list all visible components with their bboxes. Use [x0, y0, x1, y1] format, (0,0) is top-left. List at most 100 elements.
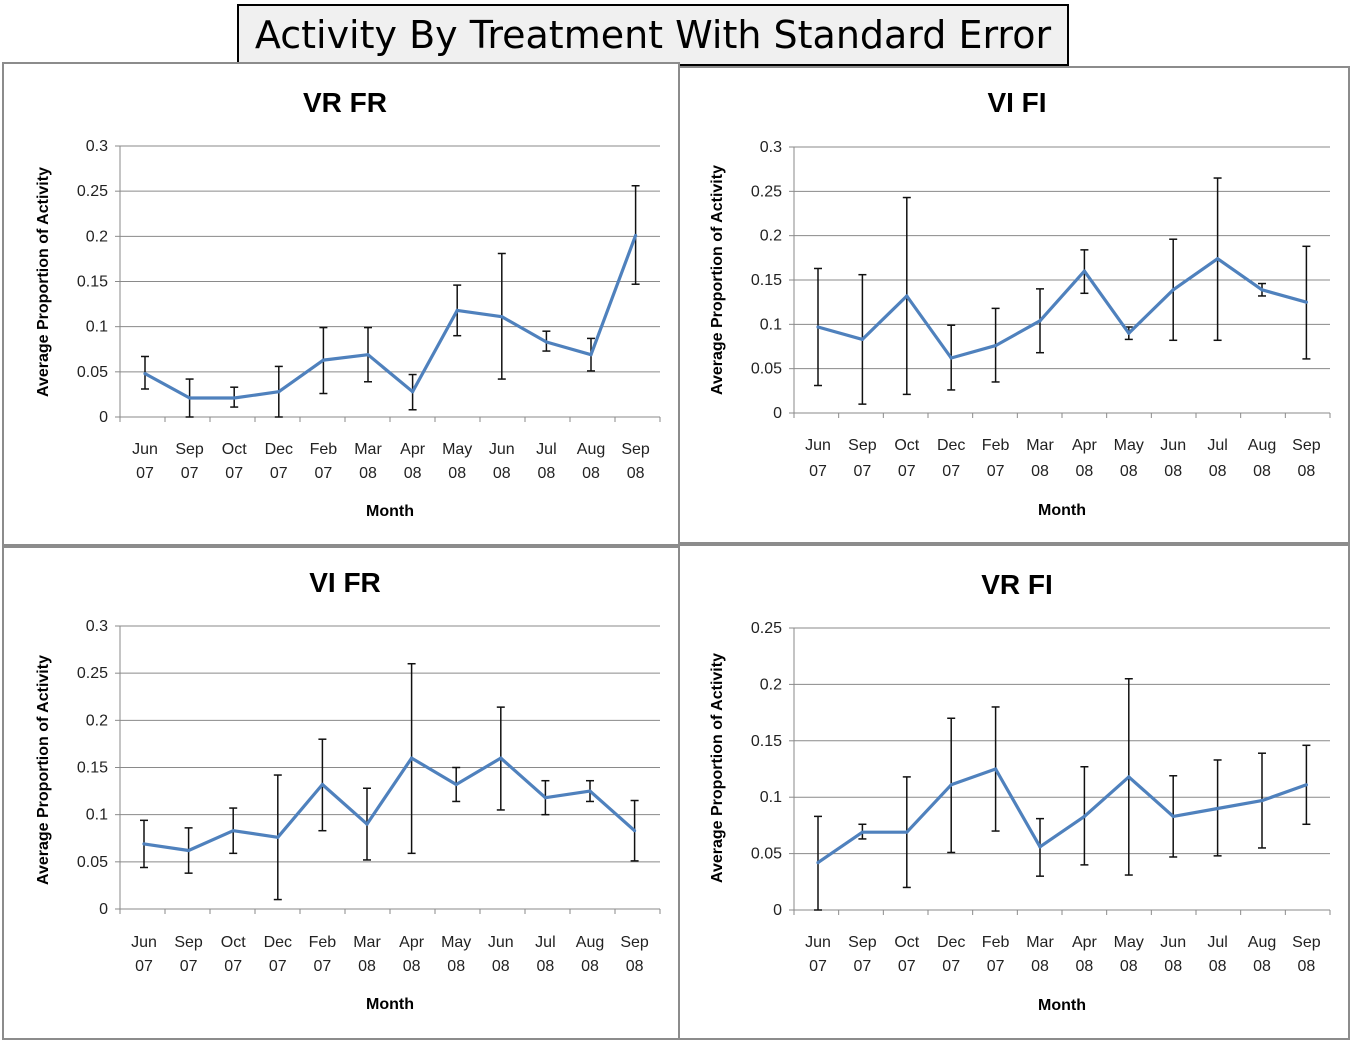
data-point	[499, 756, 503, 760]
data-point	[1260, 798, 1264, 803]
x-tick-label-month: Sep	[1292, 437, 1321, 454]
chart-panel-vr-fi: VR FI 0 0.05 0.1 0.15 0.2 0.25 Jun 07 Sep 07 Oct 07 D…	[678, 544, 1350, 1040]
data-point	[1304, 783, 1308, 787]
x-tick-label-year: 07	[315, 465, 333, 482]
chart-vi-fi: VI FI 0 0.05 0.1 0.15 0.2 0.25 0.3 Jun 07 Sep 07 Oct…	[709, 87, 1331, 519]
x-tick-label-year: 08	[359, 465, 377, 482]
x-tick-label-year: 07	[898, 958, 916, 975]
x-tick-label-year: 08	[1120, 958, 1138, 975]
data-point	[1082, 814, 1086, 818]
x-tick-label-month: Apr	[400, 441, 426, 458]
x-tick-label-month: Feb	[982, 934, 1010, 951]
x-tick-label-year: 07	[224, 958, 242, 975]
data-point	[905, 830, 909, 834]
chart-vr-fr: VR FR 0 0.05 0.1 0.15 0.2 0.25 0.3 Jun 07 Sep 07 Oct…	[35, 87, 661, 520]
data-point	[543, 796, 548, 800]
chart-title: VI FR	[309, 567, 381, 598]
x-tick-label-month: Feb	[310, 441, 338, 458]
data-point	[231, 829, 235, 833]
x-tick-label-month: Jun	[1160, 934, 1186, 951]
data-point	[949, 783, 953, 787]
data-point	[544, 340, 549, 344]
x-tick-label-year: 07	[225, 465, 243, 482]
data-point	[1171, 288, 1175, 292]
y-tick-label: 0.25	[77, 665, 108, 682]
x-tick-label-month: Dec	[265, 441, 293, 458]
y-tick-label: 0	[99, 901, 108, 918]
data-point	[860, 337, 864, 342]
x-tick-label-month: Oct	[221, 934, 246, 951]
y-tick-label: 0.15	[77, 760, 108, 777]
y-tick-label: 0.05	[77, 854, 108, 871]
x-tick-label-month: Apr	[1072, 934, 1098, 951]
series-line	[817, 257, 1307, 360]
y-tick-label: 0.05	[751, 361, 782, 378]
data-point	[633, 829, 637, 833]
x-tick-label-month: Sep	[848, 437, 877, 454]
x-tick-label-month: Aug	[1248, 934, 1276, 951]
y-tick-label: 0.2	[760, 676, 782, 693]
x-tick-label-year: 08	[1120, 463, 1138, 480]
y-tick-label: 0.1	[760, 789, 782, 806]
x-tick-label-year: 08	[492, 958, 510, 975]
x-tick-label-month: Feb	[309, 934, 337, 951]
data-point	[321, 358, 325, 362]
x-tick-label-month: Feb	[982, 437, 1010, 454]
x-tick-label-month: Mar	[1026, 437, 1054, 454]
x-tick-label-year: 08	[1253, 463, 1271, 480]
data-point	[366, 353, 370, 357]
y-tick-label: 0.2	[86, 228, 108, 245]
chart-panel-vr-fr: VR FR 0 0.05 0.1 0.15 0.2 0.25 0.3 Jun 07 Sep 07 Oct…	[2, 62, 680, 546]
x-axis-label: Month	[366, 503, 414, 520]
chart-title: VI FI	[987, 87, 1046, 118]
data-point	[411, 390, 415, 394]
y-axis-label: Average Proportion of Activity	[35, 167, 52, 397]
x-tick-label-month: Oct	[222, 441, 247, 458]
x-tick-label-month: Mar	[353, 934, 381, 951]
data-point	[1038, 319, 1042, 323]
x-tick-label-month: Jul	[535, 934, 555, 951]
data-point	[1216, 257, 1220, 261]
data-point	[232, 396, 236, 400]
x-tick-label-year: 07	[809, 958, 827, 975]
x-tick-label-year: 07	[314, 958, 332, 975]
x-tick-label-month: Sep	[848, 934, 877, 951]
x-tick-label-month: Mar	[1026, 934, 1054, 951]
data-point	[277, 390, 281, 394]
y-tick-label: 0.25	[77, 183, 108, 200]
x-tick-label-year: 08	[1298, 958, 1316, 975]
data-point	[320, 782, 324, 787]
y-tick-label: 0.25	[751, 183, 782, 200]
x-tick-label-year: 07	[854, 958, 872, 975]
chart-panel-vi-fi: VI FI 0 0.05 0.1 0.15 0.2 0.25 0.3 Jun 07 Sep 07 Oct…	[678, 66, 1350, 544]
x-tick-label-month: Aug	[577, 441, 605, 458]
y-tick-label: 0	[773, 405, 782, 422]
data-point	[1304, 300, 1308, 304]
data-point	[455, 308, 459, 313]
data-point	[634, 233, 638, 238]
y-tick-label: 0.3	[86, 138, 108, 155]
x-tick-label-month: May	[442, 441, 472, 458]
x-tick-label-month: Dec	[937, 934, 965, 951]
data-point	[994, 344, 998, 348]
x-tick-label-month: Jun	[805, 934, 831, 951]
x-tick-label-year: 08	[358, 958, 376, 975]
x-tick-label-year: 08	[1298, 463, 1316, 480]
x-tick-label-month: Sep	[621, 441, 650, 458]
x-axis-label: Month	[1038, 502, 1086, 519]
y-tick-label: 0.15	[77, 274, 108, 291]
data-point	[949, 356, 953, 360]
x-tick-label-year: 08	[1209, 958, 1227, 975]
x-tick-label-month: May	[441, 934, 471, 951]
x-tick-label-year: 08	[627, 465, 645, 482]
data-point	[589, 353, 593, 357]
x-tick-label-month: Sep	[174, 934, 203, 951]
x-tick-label-month: Sep	[620, 934, 649, 951]
series-line	[143, 756, 636, 853]
chart-vr-fi: VR FI 0 0.05 0.1 0.15 0.2 0.25 Jun 07 Sep 07 Oct 07 D…	[709, 569, 1331, 1014]
data-point	[588, 789, 592, 793]
x-tick-label-year: 07	[942, 463, 960, 480]
data-point	[188, 396, 192, 400]
x-tick-label-month: Jun	[132, 441, 158, 458]
y-axis-label: Average Proportion of Activity	[709, 165, 726, 395]
